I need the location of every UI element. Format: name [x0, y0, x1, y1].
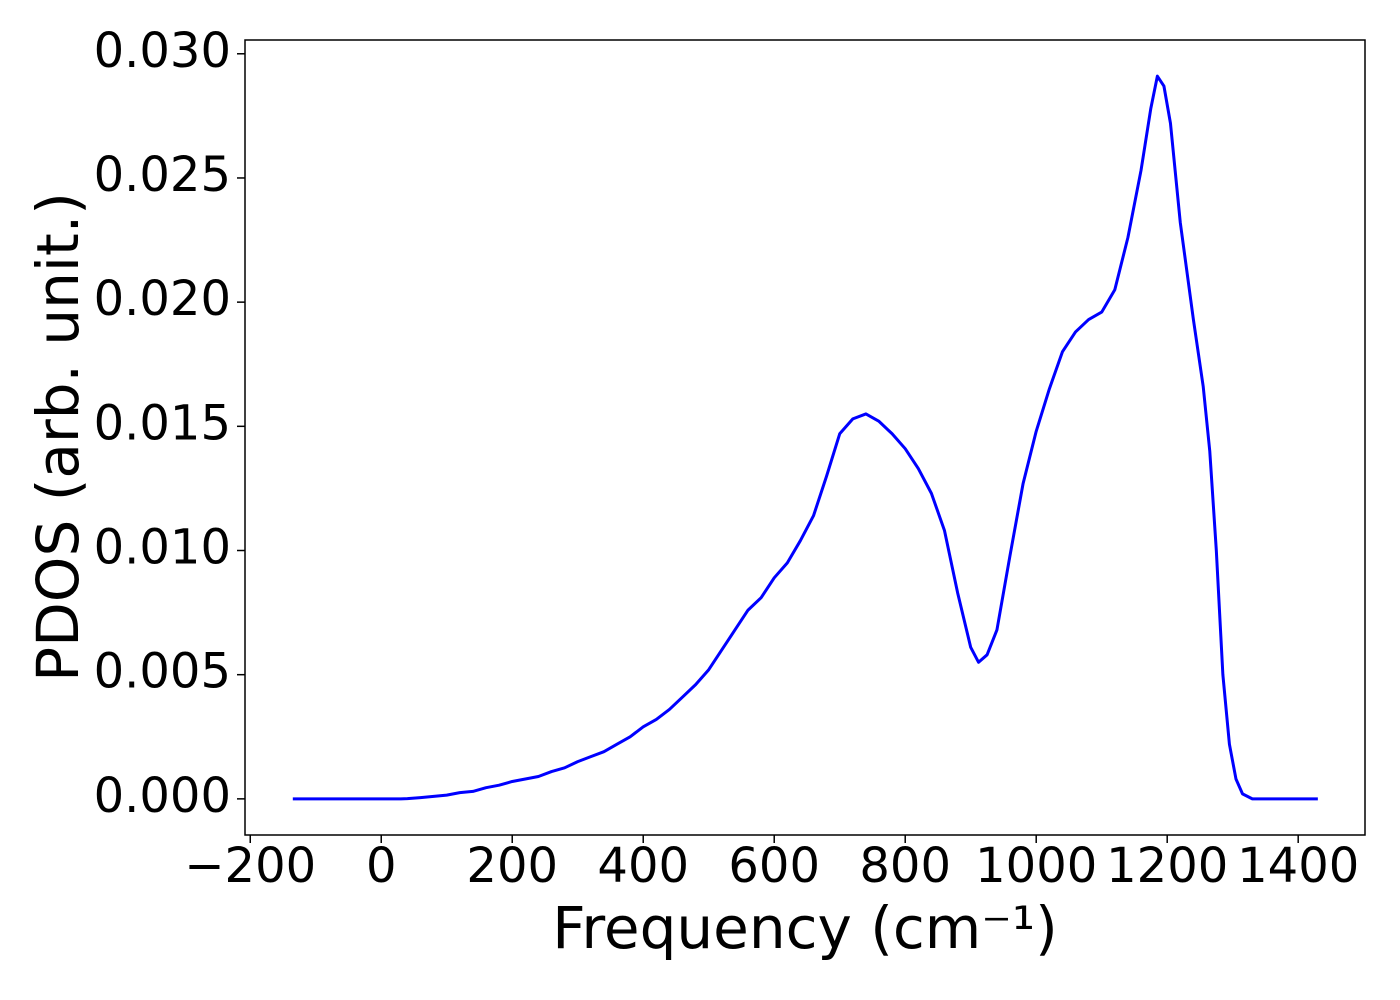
- data-line: [292, 74, 1318, 801]
- y-axis-label: PDOS (arb. unit.): [24, 192, 92, 682]
- x-tick-label: 600: [728, 838, 820, 894]
- y-tick-label: 0.015: [94, 395, 231, 451]
- y-tick-label: 0.005: [94, 644, 231, 700]
- x-tick-label: 0: [366, 838, 397, 894]
- x-tick-label: 1200: [1106, 838, 1228, 894]
- x-tick-label: 800: [859, 838, 951, 894]
- x-tick-label: 400: [597, 838, 689, 894]
- plot-frame: [244, 39, 1366, 836]
- y-tick-label: 0.025: [94, 147, 231, 203]
- y-tick-label: 0.030: [94, 23, 231, 79]
- y-tick-label: 0.020: [94, 271, 231, 327]
- x-tick-label: 1400: [1237, 838, 1359, 894]
- x-tick-label: 200: [466, 838, 558, 894]
- x-tick-label: 1000: [975, 838, 1097, 894]
- x-tick-label: −200: [184, 838, 316, 894]
- y-tick-label: 0.010: [94, 520, 231, 576]
- x-axis-label: Frequency (cm⁻¹): [552, 894, 1058, 962]
- y-tick-label: 0.000: [94, 768, 231, 824]
